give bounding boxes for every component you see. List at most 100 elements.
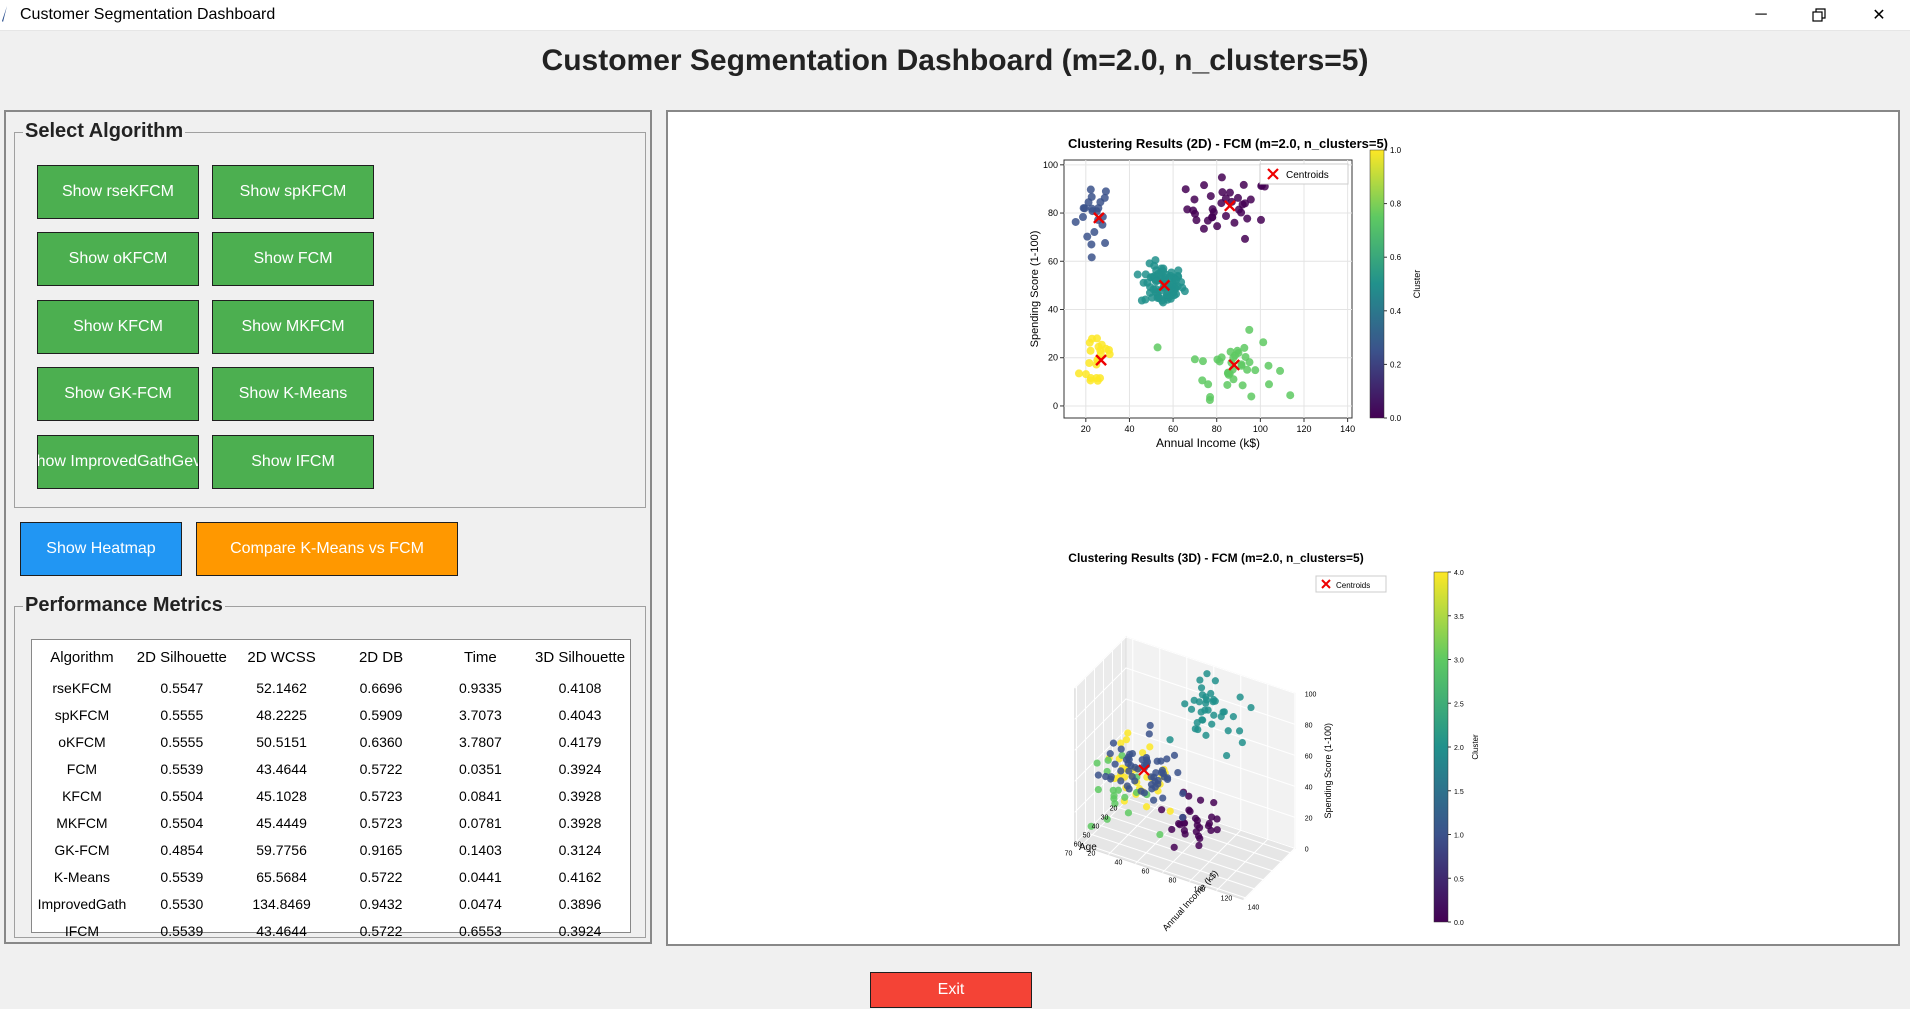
legend-box (1259, 163, 1349, 185)
data-point (1245, 325, 1254, 334)
show-gk-fcm-button[interactable]: Show GK-FCM (37, 367, 199, 421)
y-tick-label: 40 (1115, 860, 1123, 867)
table-row[interactable]: KFCM 0.5504 45.1028 0.5723 0.0841 0.3928 (32, 782, 630, 809)
z-tick-label: 60 (1305, 753, 1313, 760)
data-point (1117, 745, 1125, 753)
data-point (1181, 700, 1189, 708)
table-cell: 0.3928 (558, 814, 602, 831)
table-row[interactable]: spKFCM 0.5555 48.2225 0.5909 3.7073 0.4043 (32, 701, 630, 728)
data-point (1071, 217, 1080, 226)
table-row[interactable]: rseKFCM 0.5547 52.1462 0.6696 0.9335 0.4108 (32, 674, 630, 701)
data-point (1148, 785, 1156, 793)
data-point (1196, 676, 1204, 684)
data-point (1156, 830, 1164, 839)
data-point (1103, 815, 1111, 823)
table-cell: 0.6696 (359, 679, 403, 696)
x-tick-label: 20 (1081, 424, 1091, 434)
table-row[interactable]: IFCM 0.5539 43.4644 0.5722 0.6553 0.3924 (32, 917, 630, 944)
data-point (1086, 346, 1095, 355)
table-cell: ImprovedGath (37, 895, 127, 912)
data-point (1247, 703, 1255, 712)
colorbar (1369, 149, 1385, 419)
table-row[interactable]: K-Means 0.5539 65.5684 0.5722 0.0441 0.4162 (32, 863, 630, 890)
data-point (1083, 232, 1092, 241)
data-point (1106, 750, 1114, 758)
table-row[interactable]: GK-FCM 0.4854 59.7756 0.9165 0.1403 0.3124 (32, 836, 630, 863)
colorbar-tick-label: 4.0 (1454, 570, 1464, 577)
table-cell: 0.4179 (558, 733, 602, 750)
table-cell: MKFCM (56, 814, 108, 831)
grid-line (1074, 698, 1295, 756)
data-point (1213, 355, 1222, 364)
minimize-button[interactable]: ─ (1738, 0, 1784, 30)
data-point (1151, 277, 1160, 286)
show-spkfcm-button[interactable]: Show spKFCM (212, 165, 374, 219)
data-point (1109, 786, 1117, 794)
data-point (1246, 195, 1255, 204)
data-point (1208, 205, 1217, 214)
show-kmeans-button[interactable]: Show K-Means (212, 367, 374, 421)
grid-line (1108, 648, 1161, 855)
metrics-table[interactable]: Algorithm 2D Silhouette 2D WCSS 2D DB Time 3D… (31, 639, 631, 939)
maximize-button[interactable] (1796, 0, 1842, 30)
data-point (1093, 376, 1102, 385)
table-cell: 45.1028 (256, 787, 307, 804)
data-point (1178, 283, 1187, 292)
colorbar-tick-label: 0.8 (1390, 200, 1402, 209)
compare-kmeans-fcm-button[interactable]: Compare K-Means vs FCM (196, 522, 458, 576)
data-point (1240, 199, 1249, 208)
centroid-marker (1095, 354, 1107, 366)
y-tick-label: 80 (1048, 208, 1058, 218)
table-cell: 0.0441 (458, 868, 502, 885)
data-point (1125, 767, 1133, 775)
table-cell: 0.5723 (359, 787, 403, 804)
data-point (1153, 343, 1162, 352)
table-row[interactable]: oKFCM 0.5555 50.5151 0.6360 3.7807 0.4179 (32, 728, 630, 755)
show-kfcm-button[interactable]: Show KFCM (37, 300, 199, 354)
show-mkfcm-button[interactable]: Show MKFCM (212, 300, 374, 354)
x-tick-label: 120 (1296, 424, 1311, 434)
exit-button[interactable]: Exit (870, 972, 1032, 1008)
data-point (1179, 789, 1187, 798)
table-cell: 0.4854 (160, 841, 204, 858)
data-point (1223, 751, 1231, 760)
data-point (1074, 369, 1083, 378)
x-tick-label: 60 (1168, 424, 1178, 434)
chart-2d-title: Clustering Results (2D) - FCM (m=2.0, n_… (1068, 136, 1388, 151)
show-heatmap-button[interactable]: Show Heatmap (20, 522, 182, 576)
y-tick-label: 20 (1048, 353, 1058, 363)
table-row[interactable]: MKFCM 0.5504 45.4449 0.5723 0.0781 0.3928 (32, 809, 630, 836)
data-point (1098, 220, 1107, 229)
show-ifcm-button[interactable]: Show IFCM (212, 435, 374, 489)
z-tick-label: 100 (1305, 691, 1317, 698)
data-point (1198, 376, 1207, 385)
data-point (1202, 696, 1211, 704)
metrics-column-header: 2D Silhouette (136, 648, 227, 666)
data-point (1101, 187, 1110, 196)
table-row[interactable]: ImprovedGath 0.5530 134.8469 0.9432 0.0474 0.… (32, 890, 630, 917)
metrics-column-header: Time (463, 648, 497, 666)
data-point (1142, 754, 1151, 762)
grid-line (1189, 675, 1242, 882)
data-point (1241, 352, 1250, 361)
show-okfcm-button[interactable]: Show oKFCM (37, 232, 199, 286)
grid-line (1074, 667, 1295, 725)
centroid-marker (1093, 212, 1105, 224)
data-point (1264, 361, 1273, 370)
show-rsekfcm-button[interactable]: Show rseKFCM (37, 165, 199, 219)
table-row[interactable]: FCM 0.5539 43.4644 0.5722 0.0351 0.3924 (32, 755, 630, 782)
grid-line (1216, 684, 1269, 891)
show-fcm-button[interactable]: Show FCM (212, 232, 374, 286)
data-point (1197, 708, 1205, 716)
x-axis-label: Age (1079, 842, 1097, 853)
table-cell: 0.4043 (558, 706, 602, 723)
data-point (1143, 278, 1152, 287)
data-point (1149, 285, 1158, 294)
data-point (1154, 270, 1163, 279)
data-point (1220, 708, 1228, 716)
close-button[interactable]: ✕ (1856, 0, 1902, 30)
show-improvedgathgeva-button[interactable]: Show ImprovedGathGeva (37, 435, 199, 489)
colorbar-label: Cluster (1471, 734, 1480, 760)
chart-3d: Clustering Results (3D) - FCM (m=2.0, n_… (1065, 551, 1480, 933)
table-cell: 50.5151 (256, 733, 307, 750)
